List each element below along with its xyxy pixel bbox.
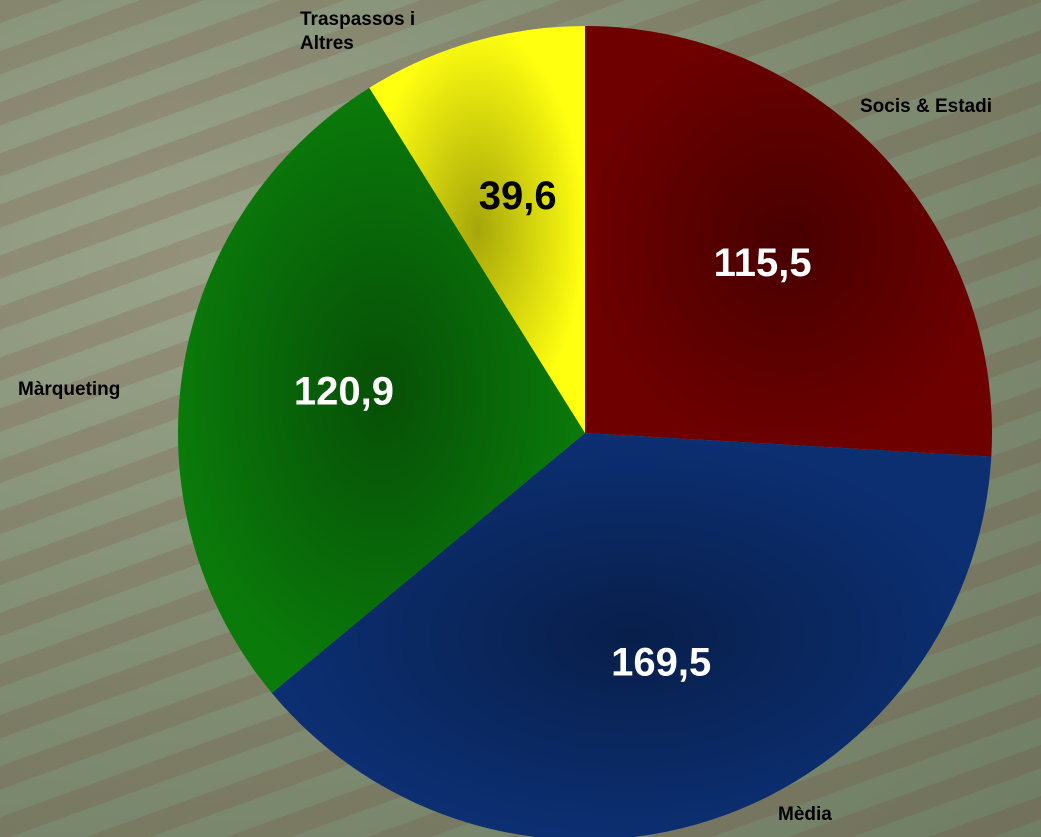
category-label: Traspassos i Altres — [300, 9, 416, 54]
slice-shade — [271, 433, 992, 837]
value-label: 115,5 — [714, 241, 812, 285]
value-label: 169,5 — [611, 641, 711, 685]
slice-shade — [585, 26, 992, 457]
category-label: Mèdia — [778, 804, 832, 825]
slice-shade — [177, 87, 585, 693]
value-label: 120,9 — [294, 370, 394, 414]
category-label: Màrqueting — [18, 379, 121, 400]
category-label: Socis & Estadi — [860, 96, 992, 117]
slice-shade — [369, 26, 585, 433]
value-label: 39,6 — [479, 174, 557, 218]
